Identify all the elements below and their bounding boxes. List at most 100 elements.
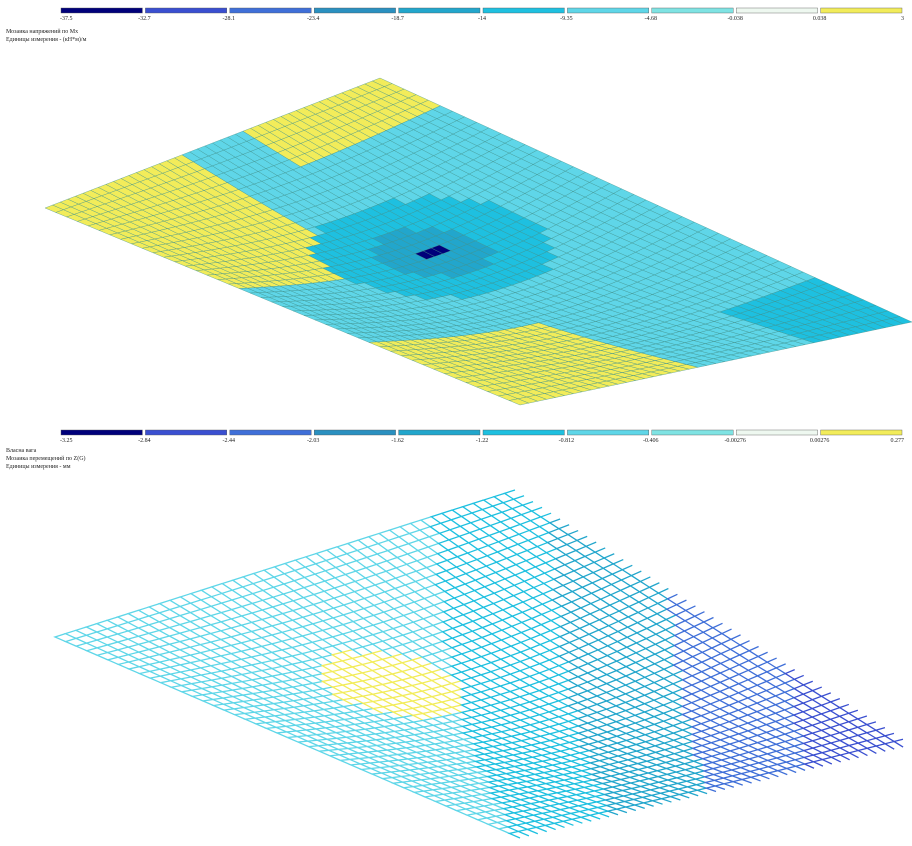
mesh-edge <box>433 632 443 642</box>
mesh-edge <box>245 712 256 718</box>
mesh-edge <box>339 754 350 759</box>
mesh-edge <box>723 776 733 782</box>
mesh-edge <box>282 647 292 656</box>
mesh-edge <box>503 807 513 813</box>
mesh-edge <box>531 802 541 808</box>
mesh-edge <box>757 725 766 733</box>
mesh-edge <box>292 662 302 670</box>
mesh-edge <box>396 575 406 585</box>
mesh-edge <box>598 732 608 739</box>
mesh-edge <box>682 703 691 711</box>
mesh-edge <box>521 725 531 732</box>
mesh-edge <box>386 737 396 743</box>
mesh-edge <box>664 740 674 747</box>
mesh-edge <box>542 811 552 817</box>
mesh-edge <box>757 717 766 725</box>
mesh-edge <box>453 792 463 798</box>
mesh-edge <box>211 671 221 678</box>
mesh-edge <box>302 660 312 668</box>
mesh-edge <box>521 732 531 739</box>
mesh-edge <box>385 588 395 598</box>
mesh-edge <box>540 660 550 669</box>
mesh-edge <box>408 550 418 560</box>
mesh-edge <box>591 599 601 609</box>
mesh-edge <box>549 684 559 693</box>
mesh-edge <box>598 646 608 656</box>
legend-swatch <box>821 8 902 13</box>
mesh-edge <box>766 687 775 696</box>
mesh-edge <box>627 745 637 752</box>
mesh-edge <box>462 641 472 651</box>
mesh-edge <box>638 761 648 767</box>
mesh-edge <box>364 595 374 605</box>
mesh-edge <box>748 720 757 728</box>
mesh-edge <box>496 569 506 579</box>
mesh-edge <box>562 592 572 602</box>
mesh-edge <box>458 768 468 773</box>
mesh-edge <box>831 699 840 708</box>
mesh-edge <box>393 703 403 710</box>
mesh-edge <box>422 784 432 790</box>
mesh-edge <box>481 705 491 713</box>
mesh-edge <box>413 638 423 647</box>
mesh-edge <box>499 785 509 790</box>
mesh-edge <box>333 685 343 692</box>
mesh-edge <box>794 720 803 728</box>
mesh-edge <box>354 717 364 723</box>
mesh-edge <box>657 609 667 619</box>
mesh-edge <box>355 729 365 735</box>
mesh-edge <box>610 768 620 774</box>
mesh-edge <box>741 771 751 777</box>
mesh-edge <box>212 678 222 685</box>
mesh-edge <box>617 733 627 740</box>
mesh-edge <box>413 629 423 639</box>
mesh-edge <box>243 694 253 700</box>
mesh-edge <box>552 606 562 616</box>
mesh-edge <box>150 669 161 676</box>
mesh-edge <box>840 722 849 730</box>
mesh-edge <box>500 790 510 796</box>
mesh-edge <box>118 662 129 669</box>
mesh-edge <box>831 708 840 717</box>
mesh-edge <box>631 571 641 581</box>
mesh-edge <box>582 593 592 603</box>
mesh-edge <box>383 629 393 639</box>
mesh-edge <box>435 581 445 591</box>
mesh-edge <box>418 762 428 767</box>
mesh-edge <box>410 769 420 774</box>
mesh-edge <box>638 608 648 618</box>
mesh-edge <box>858 748 867 755</box>
mesh-edge <box>509 789 519 795</box>
mesh-edge <box>315 571 325 581</box>
mesh-edge <box>551 627 561 637</box>
mesh-edge <box>169 625 179 634</box>
mesh-edge <box>464 802 474 808</box>
mesh-edge <box>588 660 598 669</box>
mesh-edge <box>786 760 795 766</box>
mesh-edge <box>423 725 433 731</box>
mesh-edge <box>357 547 367 557</box>
mesh-edge <box>426 574 436 584</box>
mesh-edge <box>748 703 757 712</box>
mesh-edge <box>474 597 484 607</box>
mesh-edge <box>630 775 640 781</box>
mesh-edge <box>432 686 442 694</box>
mesh-edge <box>375 733 385 739</box>
mesh-edge <box>568 686 578 695</box>
mesh-edge <box>598 739 608 746</box>
mesh-edge <box>748 685 757 694</box>
mesh-edge <box>723 770 733 776</box>
mesh-edge <box>541 631 551 641</box>
mesh-edge <box>607 714 617 722</box>
mesh-edge <box>572 765 582 771</box>
mesh-edge <box>684 755 694 761</box>
mesh-edge <box>564 778 574 784</box>
mesh-edge <box>598 806 608 812</box>
mesh-edge <box>730 665 739 675</box>
mesh-edge <box>441 782 451 788</box>
mesh-edge <box>603 787 613 792</box>
mesh-edge <box>567 540 577 550</box>
mesh-edge <box>531 625 541 635</box>
mesh-edge <box>506 819 516 825</box>
mesh-edge <box>412 675 422 683</box>
